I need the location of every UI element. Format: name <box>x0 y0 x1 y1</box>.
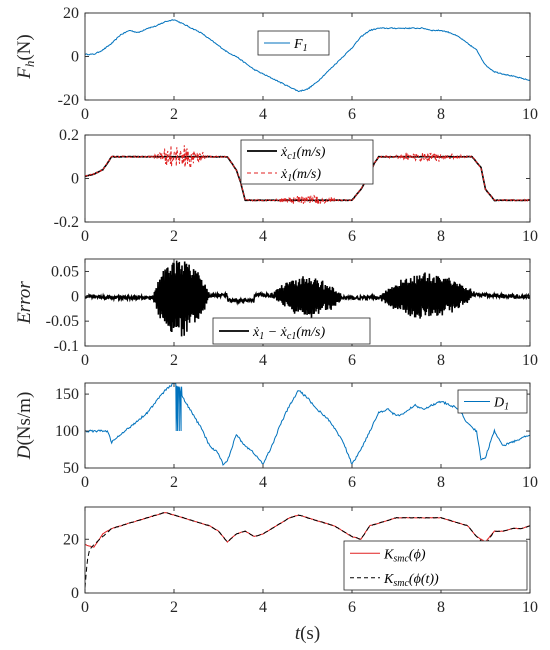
x-tick-label: 0 <box>81 599 89 616</box>
series-D-1 <box>85 383 530 466</box>
x-tick-label: 4 <box>259 599 267 616</box>
x-tick-label: 10 <box>522 352 538 369</box>
legend-box <box>240 139 374 185</box>
y-tick-label: -0.1 <box>54 338 79 355</box>
subplot-5: 0 2 4 6 8 10 20 0 t(s) Ksmc(ϕ) Ksmc(ϕ(t)) <box>63 506 538 644</box>
x-tick-label: 0 <box>81 474 89 491</box>
x-tick-label: 0 <box>81 352 89 369</box>
legend-label: F1 <box>293 37 308 54</box>
axes-box <box>84 382 531 469</box>
x-tick-label: 2 <box>170 599 178 616</box>
legend-label: D1 <box>493 396 509 413</box>
x-tick-label: 2 <box>170 106 178 123</box>
y-tick-label: 20 <box>63 531 79 548</box>
x-tick-label: 6 <box>348 599 356 616</box>
x-tick-label: 8 <box>437 106 445 123</box>
y-tick-label: 150 <box>55 386 79 403</box>
series--1 <box>85 260 530 337</box>
plot-area <box>85 145 530 205</box>
legend-label: ẋc1(m/s) <box>280 145 326 162</box>
x-tick-label: 4 <box>259 228 267 245</box>
subplot-3: 0 2 4 6 8 10 0.05 0 -0.05 -0.1 Error ẋ1 − ẋc1(m/s) <box>14 258 538 369</box>
legend-box <box>257 30 330 56</box>
x-tick-label: 2 <box>170 228 178 245</box>
x-tick-label: 10 <box>522 474 538 491</box>
legend-box <box>343 540 528 591</box>
x-tick-label: 10 <box>522 599 538 616</box>
x-tick-label: 4 <box>259 106 267 123</box>
legend-label: Ksmc(ϕ) <box>383 547 426 564</box>
x-tick-label: 8 <box>437 474 445 491</box>
y-tick-label: -0.2 <box>54 214 79 231</box>
plot-area <box>85 511 530 588</box>
plot-area <box>85 260 530 337</box>
x-tick-label: 4 <box>259 352 267 369</box>
y-tick-label: 0 <box>71 171 79 188</box>
y-tick-label: 100 <box>55 423 79 440</box>
y-tick-label: 50 <box>63 460 79 477</box>
y-axis-label: Fh(N) <box>14 34 37 80</box>
y-tick-label: 0.2 <box>59 127 79 144</box>
plot-area <box>85 383 530 466</box>
legend-label: ẋ1(m/s) <box>280 167 321 184</box>
series-F-1 <box>85 19 530 93</box>
y-tick-label: 0 <box>71 49 79 66</box>
axes-box <box>84 506 531 594</box>
legend-label: ẋ1 − ẋc1(m/s) <box>252 325 325 342</box>
legend: ẋc1(m/s) ẋ1(m/s) <box>240 139 374 185</box>
y-axis-label: Error <box>14 281 35 325</box>
x-axis-label: t(s) <box>295 623 320 644</box>
x-tick-label: 8 <box>437 352 445 369</box>
legend-label: Ksmc(ϕ(t)) <box>383 572 439 589</box>
x-tick-label: 4 <box>259 474 267 491</box>
axes-box <box>84 12 531 101</box>
x-tick-label: 2 <box>170 352 178 369</box>
x-tick-label: 6 <box>348 352 356 369</box>
y-tick-label: 20 <box>63 5 79 22</box>
y-tick-label: 0.05 <box>51 263 79 280</box>
legend: D1 <box>457 389 528 414</box>
y-tick-label: 0 <box>71 288 79 305</box>
legend-box <box>457 389 528 414</box>
subplot-4: 0 2 4 6 8 10 150 100 50 D(Ns/m) D1 <box>14 382 538 491</box>
x-tick-label: 8 <box>437 599 445 616</box>
axes-box <box>84 258 531 347</box>
x-tick-label: 8 <box>437 228 445 245</box>
series--1 <box>85 145 530 205</box>
x-tick-label: 10 <box>522 106 538 123</box>
legend: ẋ1 − ẋc1(m/s) <box>212 317 371 345</box>
x-tick-label: 6 <box>348 106 356 123</box>
x-tick-label: 6 <box>348 474 356 491</box>
legend: Ksmc(ϕ) Ksmc(ϕ(t)) <box>343 540 528 591</box>
y-tick-label: 0 <box>71 585 79 602</box>
x-tick-label: 10 <box>522 228 538 245</box>
y-tick-label: -20 <box>58 92 79 109</box>
x-tick-label: 0 <box>81 106 89 123</box>
x-tick-label: 2 <box>170 474 178 491</box>
legend: F1 <box>257 30 330 56</box>
y-tick-label: -0.05 <box>46 313 79 330</box>
x-tick-label: 0 <box>81 228 89 245</box>
y-axis-label: D(Ns/m) <box>14 392 35 461</box>
plot-area <box>85 19 530 93</box>
series-K-smc <box>85 511 530 588</box>
x-tick-label: 6 <box>348 228 356 245</box>
